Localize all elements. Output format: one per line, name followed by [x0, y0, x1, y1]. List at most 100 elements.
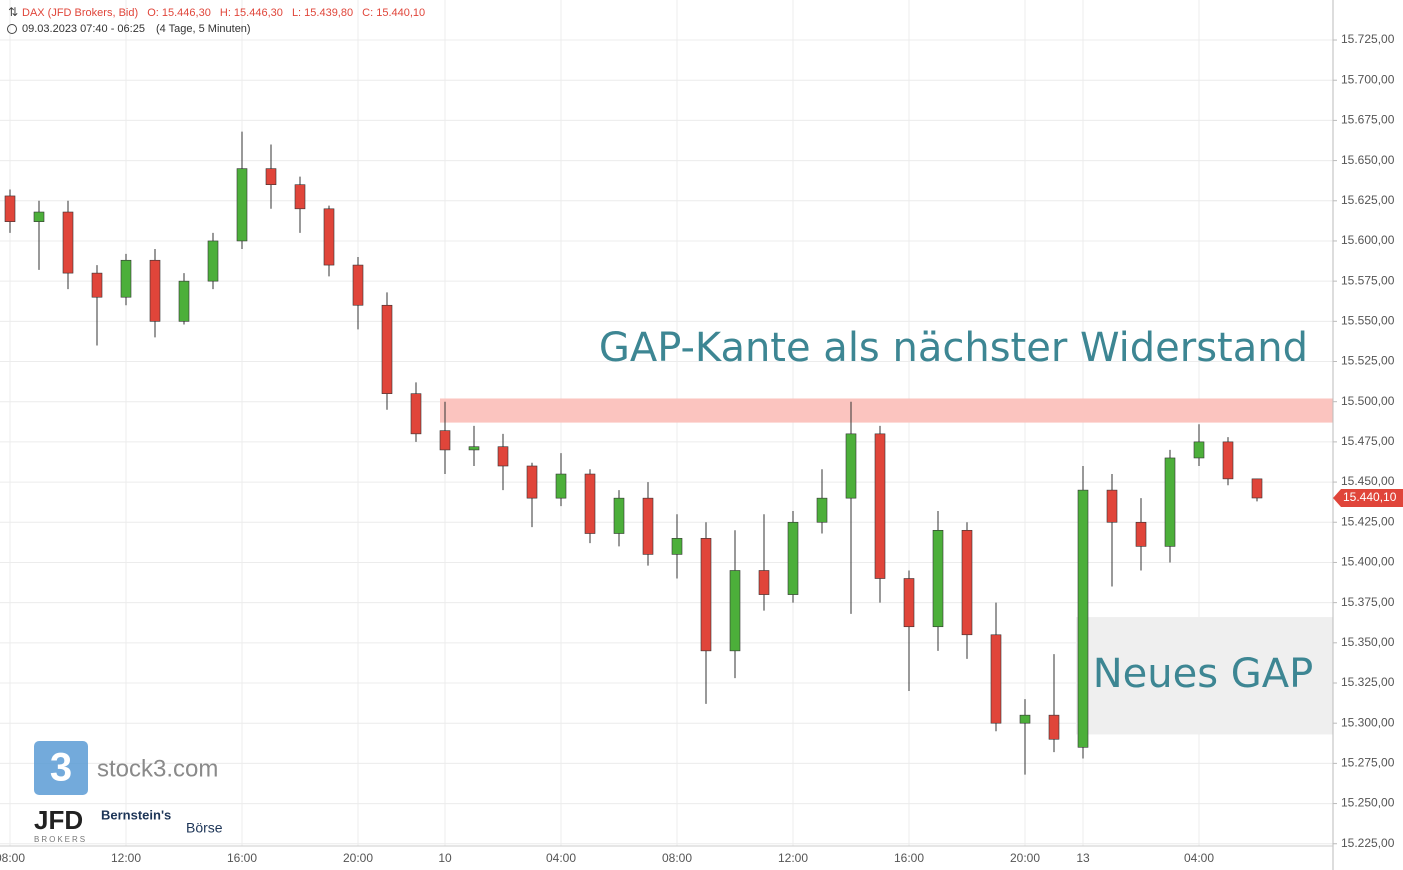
annotation: GAP-Kante als nächster Widerstand: [599, 325, 1308, 371]
candle-body: [787, 521, 799, 595]
candles: [4, 131, 1263, 775]
x-tick-label: 20:00: [1010, 851, 1040, 865]
y-tick-label: 15.550,00: [1341, 314, 1395, 328]
candle-body: [1106, 489, 1118, 523]
y-tick-label: 15.275,00: [1341, 756, 1395, 770]
x-tick-label: 16:00: [894, 851, 924, 865]
candle-body: [642, 497, 654, 555]
candle-body: [961, 529, 973, 636]
y-tick-label: 15.650,00: [1341, 153, 1395, 167]
x-tick-label: 04:00: [546, 851, 576, 865]
candle-body: [439, 430, 451, 451]
gap-zone: [440, 398, 1333, 423]
candle-body: [294, 184, 306, 210]
y-tick-label: 15.300,00: [1341, 715, 1395, 729]
candle-body: [1222, 441, 1234, 480]
candle-body: [62, 211, 74, 274]
subtitle: 09.03.2023 07:40 - 06:25 (4 Tage, 5 Minu…: [22, 23, 251, 35]
x-tick-label: 16:00: [227, 851, 257, 865]
ohlc: L: 15.439,80: [292, 7, 353, 19]
x-tick-label: 13: [1076, 851, 1090, 865]
x-tick-label: 08:00: [662, 851, 692, 865]
interval: (4 Tage, 5 Minuten): [156, 23, 251, 35]
x-tick-label: 04:00: [1184, 851, 1214, 865]
candle-body: [1135, 521, 1147, 547]
candle-body: [816, 497, 828, 523]
candle-body: [932, 529, 944, 628]
stock3-logo-glyph: 3: [50, 746, 72, 790]
header-icon: ⇅: [8, 5, 18, 19]
candle-body: [700, 538, 712, 652]
y-tick-label: 15.525,00: [1341, 354, 1395, 368]
y-tick-label: 15.675,00: [1341, 113, 1395, 127]
last-price-tag: [1333, 488, 1403, 507]
candle-body: [1193, 441, 1205, 459]
candle-body: [526, 465, 538, 499]
candle-body: [613, 497, 625, 534]
y-tick-label: 15.250,00: [1341, 796, 1395, 810]
candle-body: [1048, 714, 1060, 740]
x-tick-label: 12:00: [778, 851, 808, 865]
labels: 15.725,00 15.700,00 15.675,00 15.650,00 15.6…: [0, 32, 1403, 865]
clock-icon: [7, 24, 17, 34]
last-price-label: 15.440,10: [1343, 490, 1397, 504]
jfd-logo-sub: BROKERS: [34, 835, 87, 844]
x-tick-label: 12:00: [111, 851, 141, 865]
candle-body: [903, 578, 915, 628]
candle-body: [323, 208, 335, 266]
y-tick-label: 15.450,00: [1341, 474, 1395, 488]
candle-body: [1164, 457, 1176, 547]
y-tick-label: 15.425,00: [1341, 514, 1395, 528]
y-tick-label: 15.700,00: [1341, 72, 1395, 86]
zones: [440, 398, 1333, 735]
candle-body: [149, 259, 161, 322]
grid: [0, 0, 1333, 846]
candle-body: [497, 446, 509, 467]
stock3-logo-box: [34, 741, 88, 795]
y-tick-label: 15.400,00: [1341, 555, 1395, 569]
x-tick-label: 08:00: [0, 851, 25, 865]
header: DAX (JFD Brokers, Bid) O: 15.446,30 H: 1…: [22, 7, 425, 19]
candle-body: [990, 634, 1002, 724]
x-tick-label: 10: [438, 851, 452, 865]
stock3-logo: stock3.com: [97, 755, 218, 782]
annotation: Neues GAP: [1093, 651, 1314, 697]
candle-body: [1251, 478, 1263, 499]
gap-zone: [1076, 617, 1333, 735]
candle-body: [845, 433, 857, 499]
candle-body: [671, 538, 683, 555]
y-tick-label: 15.475,00: [1341, 434, 1395, 448]
ohlc: C: 15.440,10: [362, 7, 425, 19]
candle-body: [4, 195, 16, 222]
candle-body: [178, 280, 190, 322]
candle-body: [120, 259, 132, 298]
y-tick-label: 15.500,00: [1341, 394, 1395, 408]
candle-body: [1019, 714, 1031, 724]
candle-body: [468, 446, 480, 451]
candle-body: [1077, 489, 1089, 748]
y-tick-label: 15.625,00: [1341, 193, 1395, 207]
bernstein-logo: Bernstein's: [101, 807, 171, 822]
y-tick-label: 15.375,00: [1341, 595, 1395, 609]
candle-body: [352, 264, 364, 306]
candle-body: [33, 211, 45, 222]
y-tick-label: 15.325,00: [1341, 675, 1395, 689]
boerse-logo: Börse: [186, 820, 223, 836]
candle-body: [729, 570, 741, 652]
candle-body: [91, 272, 103, 298]
title: DAX (JFD Brokers, Bid): [22, 7, 138, 19]
date-range: 09.03.2023 07:40 - 06:25: [22, 23, 145, 35]
candle-body: [207, 240, 219, 282]
x-tick-label: 20:00: [343, 851, 373, 865]
candle-body: [555, 473, 567, 499]
candle-body: [410, 393, 422, 435]
candle-body: [758, 570, 770, 595]
ohlc: H: 15.446,30: [220, 7, 283, 19]
candle-body: [584, 473, 596, 534]
candle-body: [874, 433, 886, 579]
y-tick-label: 15.350,00: [1341, 635, 1395, 649]
ohlc: O: 15.446,30: [147, 7, 211, 19]
candle-body: [381, 304, 393, 394]
